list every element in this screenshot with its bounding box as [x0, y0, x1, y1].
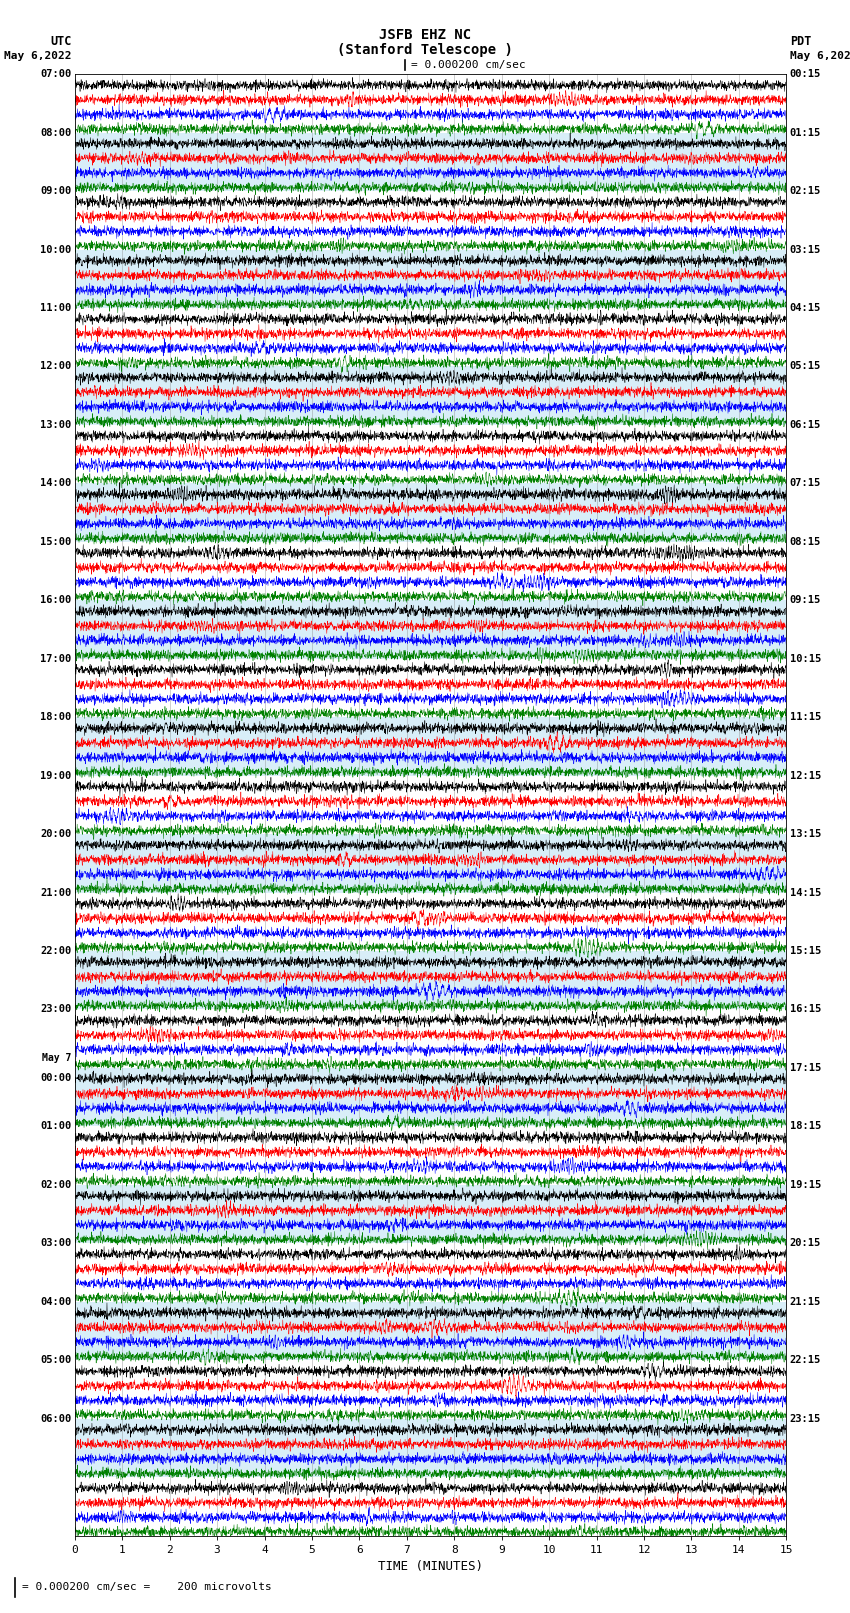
Text: = 0.000200 cm/sec: = 0.000200 cm/sec: [411, 60, 525, 71]
Text: 15:00: 15:00: [40, 537, 71, 547]
Bar: [75, 1302, 786, 1360]
Text: 21:00: 21:00: [40, 887, 71, 897]
X-axis label: TIME (MINUTES): TIME (MINUTES): [378, 1560, 483, 1573]
Text: = 0.000200 cm/sec =    200 microvolts: = 0.000200 cm/sec = 200 microvolts: [22, 1582, 272, 1592]
Bar: [75, 132, 786, 190]
Text: May 6,2022: May 6,2022: [4, 52, 71, 61]
Text: 15:15: 15:15: [790, 947, 821, 957]
Text: 06:15: 06:15: [790, 419, 821, 431]
Text: 08:15: 08:15: [790, 537, 821, 547]
Text: 10:15: 10:15: [790, 653, 821, 663]
Text: 04:00: 04:00: [40, 1297, 71, 1307]
Bar: [75, 718, 786, 776]
Text: May 7: May 7: [42, 1053, 71, 1063]
Text: 02:00: 02:00: [40, 1179, 71, 1190]
Text: 16:15: 16:15: [790, 1005, 821, 1015]
Text: 09:15: 09:15: [790, 595, 821, 605]
Text: 04:15: 04:15: [790, 303, 821, 313]
Text: 11:15: 11:15: [790, 713, 821, 723]
Text: 14:15: 14:15: [790, 887, 821, 897]
Text: 03:15: 03:15: [790, 245, 821, 255]
Text: 13:00: 13:00: [40, 419, 71, 431]
Text: 05:00: 05:00: [40, 1355, 71, 1365]
Text: 22:15: 22:15: [790, 1355, 821, 1365]
Bar: [75, 952, 786, 1010]
Text: May 6,2022: May 6,2022: [790, 52, 850, 61]
Bar: [75, 250, 786, 308]
Text: 14:00: 14:00: [40, 479, 71, 489]
Text: 17:00: 17:00: [40, 653, 71, 663]
Text: PDT: PDT: [790, 35, 811, 48]
Text: 19:15: 19:15: [790, 1179, 821, 1190]
Text: 20:15: 20:15: [790, 1239, 821, 1248]
Text: (Stanford Telescope ): (Stanford Telescope ): [337, 44, 513, 56]
Text: 23:00: 23:00: [40, 1005, 71, 1015]
Text: 05:15: 05:15: [790, 361, 821, 371]
Text: 10:00: 10:00: [40, 245, 71, 255]
Bar: [75, 1419, 786, 1478]
Text: 12:00: 12:00: [40, 361, 71, 371]
Text: 06:00: 06:00: [40, 1413, 71, 1424]
Text: 02:15: 02:15: [790, 185, 821, 197]
Text: 08:00: 08:00: [40, 127, 71, 137]
Bar: [75, 484, 786, 542]
Text: 11:00: 11:00: [40, 303, 71, 313]
Text: 23:15: 23:15: [790, 1413, 821, 1424]
Text: 17:15: 17:15: [790, 1063, 821, 1073]
Bar: [75, 600, 786, 658]
Text: 20:00: 20:00: [40, 829, 71, 839]
Text: 16:00: 16:00: [40, 595, 71, 605]
Bar: [75, 1068, 786, 1126]
Bar: [75, 834, 786, 892]
Text: 21:15: 21:15: [790, 1297, 821, 1307]
Text: 00:15: 00:15: [790, 69, 821, 79]
Bar: [75, 366, 786, 424]
Text: 12:15: 12:15: [790, 771, 821, 781]
Text: 19:00: 19:00: [40, 771, 71, 781]
Text: 18:00: 18:00: [40, 713, 71, 723]
Text: 07:00: 07:00: [40, 69, 71, 79]
Text: 18:15: 18:15: [790, 1121, 821, 1131]
Text: 01:15: 01:15: [790, 127, 821, 137]
Text: 07:15: 07:15: [790, 479, 821, 489]
Bar: [75, 1186, 786, 1244]
Text: 09:00: 09:00: [40, 185, 71, 197]
Text: JSFB EHZ NC: JSFB EHZ NC: [379, 29, 471, 42]
Text: UTC: UTC: [50, 35, 71, 48]
Text: 01:00: 01:00: [40, 1121, 71, 1131]
Text: 13:15: 13:15: [790, 829, 821, 839]
Text: 03:00: 03:00: [40, 1239, 71, 1248]
Text: 22:00: 22:00: [40, 947, 71, 957]
Text: 00:00: 00:00: [40, 1073, 71, 1082]
